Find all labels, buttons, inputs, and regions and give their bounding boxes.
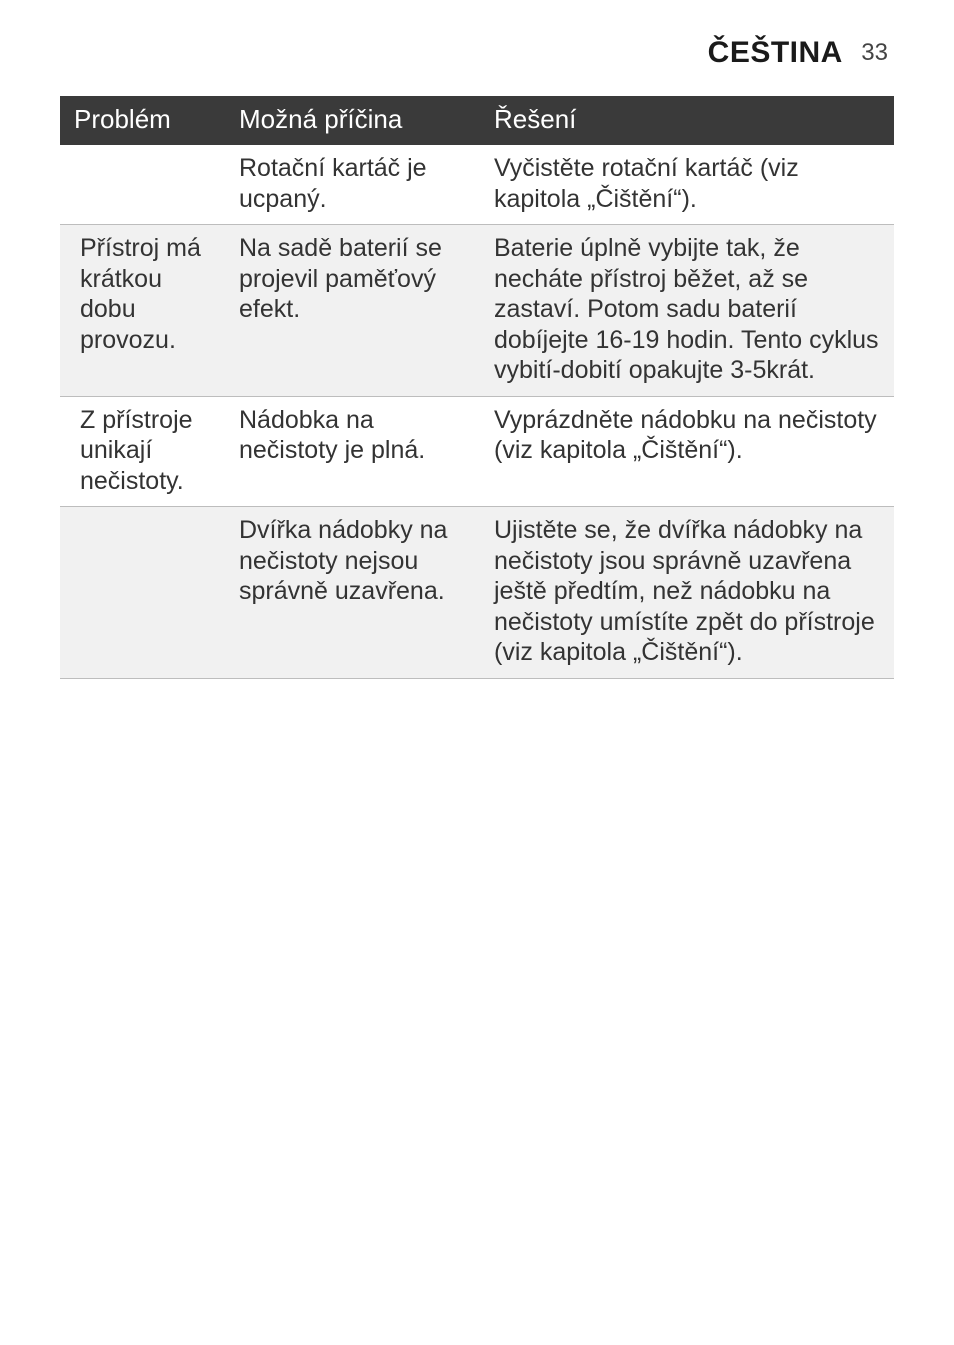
- cell-cause: Dvířka nádobky na nečistoty nejsou správ…: [225, 507, 480, 679]
- cell-problem: Přístroj má krátkou dobu provozu.: [60, 225, 225, 397]
- cell-problem: Z přístroje unikají nečistoty.: [60, 396, 225, 507]
- page-header: ČEŠTINA 33: [60, 36, 894, 70]
- col-header-solution: Řešení: [480, 96, 894, 145]
- table-row: Přístroj má krátkou dobu provozu. Na sad…: [60, 225, 894, 397]
- cell-cause: Rotační kartáč je ucpaný.: [225, 145, 480, 225]
- table-header-row: Problém Možná příčina Řešení: [60, 96, 894, 145]
- cell-cause: Nádobka na nečistoty je plná.: [225, 396, 480, 507]
- cell-solution: Vyprázdněte nádobku na nečistoty (viz ka…: [480, 396, 894, 507]
- cell-solution: Vyčistěte rotační kartáč (viz kapitola „…: [480, 145, 894, 225]
- language-label: ČEŠTINA: [708, 36, 843, 69]
- cell-solution: Ujistěte se, že dvířka nádobky na nečist…: [480, 507, 894, 679]
- cell-cause: Na sadě baterií se projevil paměťový efe…: [225, 225, 480, 397]
- cell-solution: Baterie úplně vybijte tak, že necháte př…: [480, 225, 894, 397]
- table-row: Dvířka nádobky na nečistoty nejsou správ…: [60, 507, 894, 679]
- col-header-cause: Možná příčina: [225, 96, 480, 145]
- table-row: Rotační kartáč je ucpaný. Vyčistěte rota…: [60, 145, 894, 225]
- cell-problem: [60, 507, 225, 679]
- table-row: Z přístroje unikají nečistoty. Nádobka n…: [60, 396, 894, 507]
- col-header-problem: Problém: [60, 96, 225, 145]
- troubleshooting-table: Problém Možná příčina Řešení Rotační kar…: [60, 96, 894, 679]
- page-number: 33: [861, 39, 888, 66]
- cell-problem: [60, 145, 225, 225]
